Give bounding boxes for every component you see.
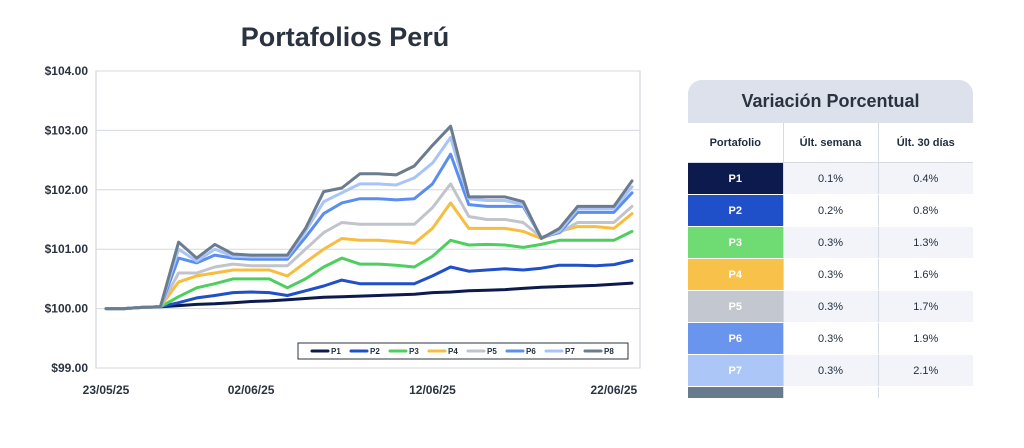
portfolio-cell: P8 [688, 386, 784, 398]
week-change-cell: 0.1% [783, 162, 879, 195]
series-line-p1 [104, 281, 634, 311]
portfolio-cell: P3 [688, 226, 784, 259]
table-row: P2 0.2% 0.8% [688, 194, 973, 227]
legend-label: P2 [370, 347, 380, 356]
week-change-cell: 0.3% [783, 226, 879, 259]
table-row: P6 0.3% 1.9% [688, 322, 973, 355]
month-change-cell: 0.4% [878, 162, 973, 195]
y-tick-label: $103.00 [45, 123, 89, 137]
legend-label: P1 [331, 347, 341, 356]
week-change-cell: 0.3% [783, 322, 879, 355]
series-line-p8 [104, 124, 634, 311]
table-row: P1 0.1% 0.4% [688, 162, 973, 195]
header-ult-semana: Últ. semana [783, 123, 879, 163]
legend-label: P6 [526, 347, 536, 356]
y-tick-label: $102.00 [45, 183, 89, 197]
month-change-cell: 1.7% [878, 290, 973, 323]
portfolio-cell: P7 [688, 354, 784, 387]
header-ult-30-dias: Últ. 30 días [878, 123, 973, 163]
legend-label: P8 [604, 347, 614, 356]
legend-box [297, 342, 629, 360]
series-line-p2 [104, 259, 634, 311]
month-change-cell: 2.2% [878, 386, 973, 398]
table-row: P7 0.3% 2.1% [688, 354, 973, 387]
legend-label: P4 [448, 347, 458, 356]
table-row: P5 0.3% 1.7% [688, 290, 973, 323]
legend-label: P5 [487, 347, 497, 356]
variation-table-card: Variación Porcentual Portafolio Últ. sem… [688, 80, 973, 398]
portfolio-cell: P2 [688, 194, 784, 227]
portfolio-cell: P1 [688, 162, 784, 195]
table-header-row: Portafolio Últ. semana Últ. 30 días [688, 123, 973, 163]
y-tick-label: $104.00 [45, 64, 89, 78]
y-tick-label: $101.00 [45, 242, 89, 256]
week-change-cell: 0.3% [783, 258, 879, 291]
chart-title: Portafolios Perú [240, 22, 450, 52]
month-change-cell: 1.9% [878, 322, 973, 355]
month-change-cell: 1.6% [878, 258, 973, 291]
table-row: P80.3%2.2% [688, 386, 973, 398]
y-tick-label: $99.00 [51, 361, 88, 375]
x-tick-label: 12/06/25 [409, 383, 456, 397]
month-change-cell: 1.3% [878, 226, 973, 259]
portfolio-cell: P4 [688, 258, 784, 291]
plot-frame [95, 70, 641, 369]
portfolio-cell: P5 [688, 290, 784, 323]
month-change-cell: 0.8% [878, 194, 973, 227]
week-change-cell: 0.2% [783, 194, 879, 227]
table-row: P4 0.3% 1.6% [688, 258, 973, 291]
week-change-cell: 0.3% [783, 386, 879, 398]
month-change-cell: 2.1% [878, 354, 973, 387]
week-change-cell: 0.3% [783, 354, 879, 387]
line-chart: $99.00 $100.00 $101.00 $102.00 $103.00 $104.0… [45, 64, 641, 397]
header-portafolio: Portafolio [688, 123, 784, 163]
variation-table: Portafolio Últ. semana Últ. 30 días P1 0.… [688, 123, 973, 398]
legend-label: P7 [565, 347, 575, 356]
legend-label: P3 [409, 347, 419, 356]
y-tick-label: $100.00 [45, 302, 89, 316]
x-tick-label: 22/06/25 [591, 383, 638, 397]
table-title: Variación Porcentual [688, 80, 973, 123]
x-tick-label: 02/06/25 [228, 383, 275, 397]
series-line-p3 [104, 229, 634, 311]
table-row: P3 0.3% 1.3% [688, 226, 973, 259]
portfolio-cell: P6 [688, 322, 784, 355]
week-change-cell: 0.3% [783, 290, 879, 323]
x-tick-label: 23/05/25 [83, 383, 130, 397]
